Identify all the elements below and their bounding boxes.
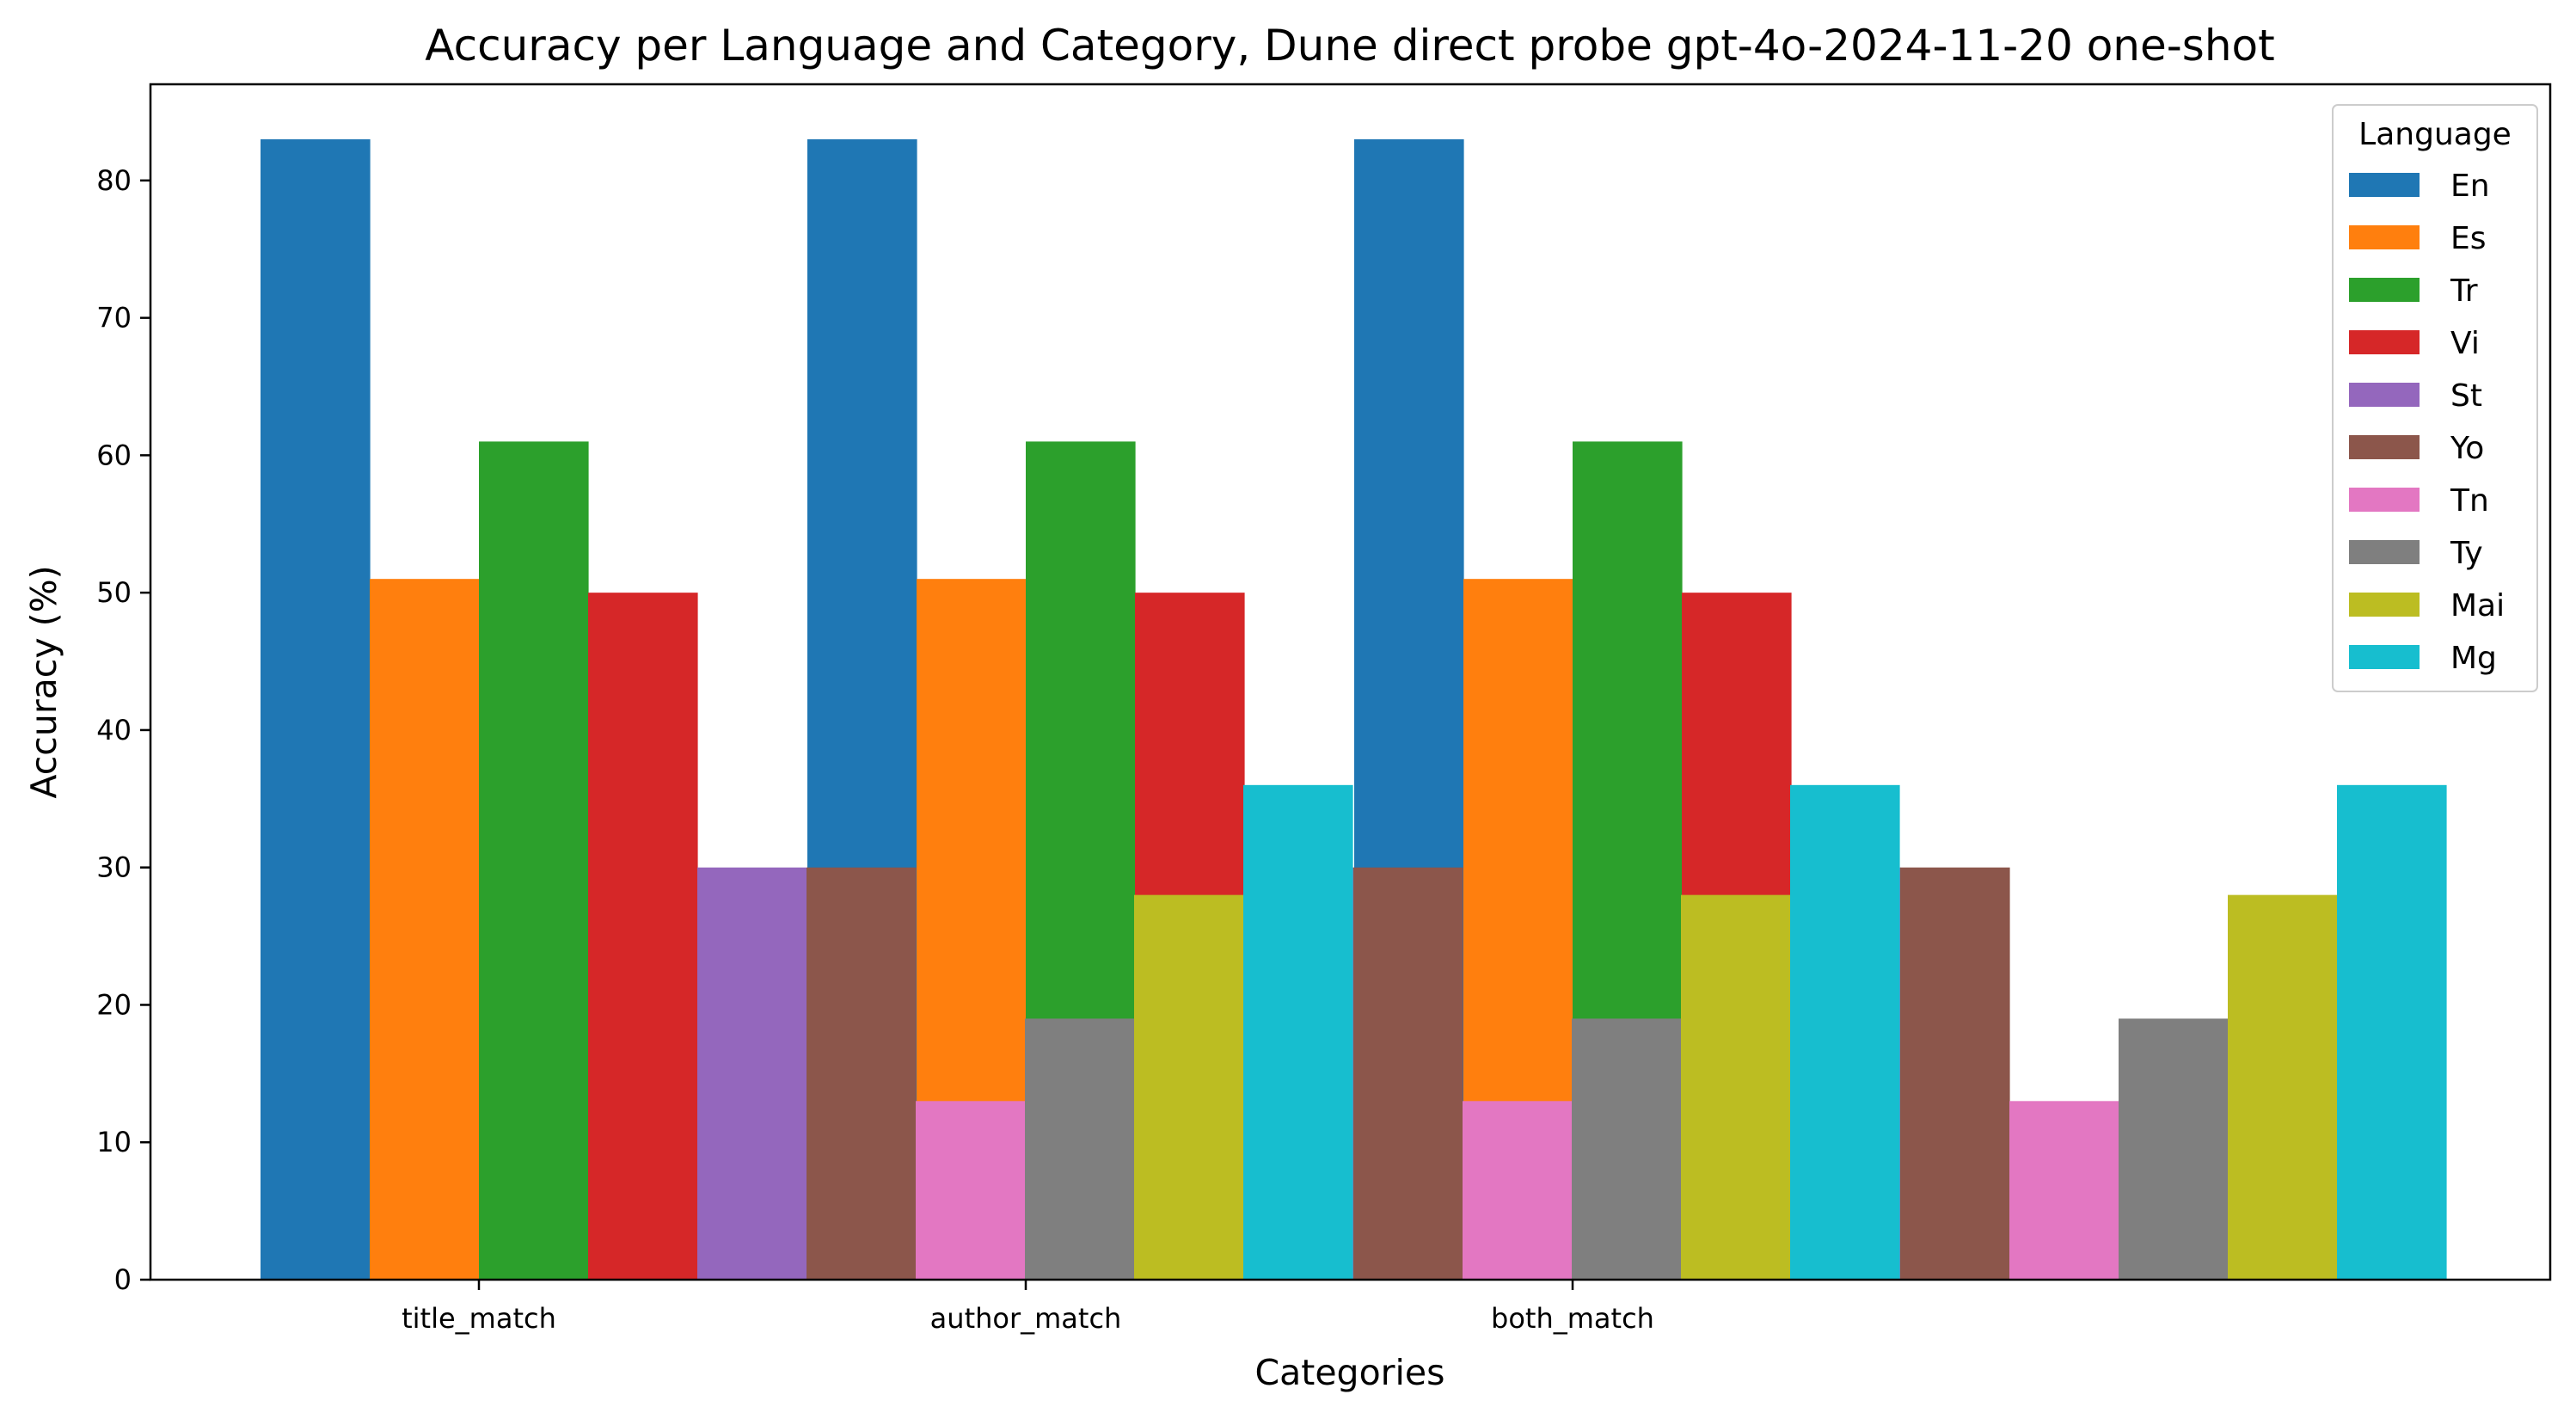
legend-label-vi: Vi <box>2450 326 2480 361</box>
legend-label-yo: Yo <box>2450 431 2484 466</box>
legend-label-mg: Mg <box>2450 641 2497 676</box>
legend-swatch-tr <box>2349 278 2420 302</box>
y-tick-label: 20 <box>96 988 132 1021</box>
legend-swatch-en <box>2349 173 2420 197</box>
bar-mai-author_match <box>1681 894 1791 1280</box>
chart-title: Accuracy per Language and Category, Dune… <box>425 21 2274 71</box>
x-tick-label: title_match <box>402 1302 556 1335</box>
legend-label-tr: Tr <box>2450 273 2478 309</box>
bar-yo-title_match <box>807 867 917 1280</box>
bar-tn-title_match <box>916 1101 1026 1280</box>
y-tick-label: 30 <box>96 851 132 884</box>
y-tick-label: 50 <box>96 576 132 609</box>
legend-swatch-tn <box>2349 488 2420 512</box>
legend-label-es: Es <box>2450 221 2487 256</box>
legend-swatch-yo <box>2349 435 2420 459</box>
y-tick-label: 40 <box>96 714 132 746</box>
legend-swatch-mai <box>2349 593 2420 617</box>
legend-title: Language <box>2358 117 2512 152</box>
legend-swatch-st <box>2349 383 2420 407</box>
bar-yo-both_match <box>1900 867 2010 1280</box>
x-tick-label: author_match <box>930 1302 1122 1335</box>
bar-tn-author_match <box>1463 1101 1573 1280</box>
legend-label-en: En <box>2450 169 2490 204</box>
y-axis-title: Accuracy (%) <box>23 565 64 798</box>
bar-ty-author_match <box>1572 1018 1682 1280</box>
y-axis: 0 10 20 30 40 50 60 70 80 <box>96 164 150 1296</box>
bar-mai-title_match <box>1134 894 1244 1280</box>
bar-tr-title_match <box>479 441 589 1280</box>
bar-yo-author_match <box>1353 867 1463 1280</box>
legend-label-tn: Tn <box>2450 483 2489 519</box>
y-tick-label: 70 <box>96 302 132 335</box>
bar-mg-both_match <box>2337 784 2447 1280</box>
bars-layer <box>261 138 2447 1280</box>
legend-label-st: St <box>2450 378 2482 414</box>
bar-mg-author_match <box>1790 784 1900 1280</box>
bar-mg-title_match <box>1243 784 1353 1280</box>
bar-en-title_match <box>261 138 371 1280</box>
legend: Language En Es Tr Vi St Yo Tn Ty Mai Mg <box>2332 104 2538 692</box>
bar-mai-both_match <box>2228 894 2338 1280</box>
legend-swatch-vi <box>2349 330 2420 354</box>
y-tick-label: 60 <box>96 439 132 471</box>
x-axis: title_match author_match both_match <box>402 1280 1654 1335</box>
y-tick-label: 0 <box>114 1263 132 1296</box>
legend-swatch-mg <box>2349 645 2420 669</box>
x-axis-title: Categories <box>1255 1352 1445 1393</box>
legend-swatch-es <box>2349 225 2420 249</box>
plot-frame <box>149 83 2552 1281</box>
legend-label-mai: Mai <box>2450 588 2505 624</box>
bar-ty-title_match <box>1025 1018 1135 1280</box>
bar-es-title_match <box>370 579 480 1280</box>
bar-st-title_match <box>697 867 807 1280</box>
y-tick-label: 10 <box>96 1126 132 1158</box>
x-tick-label: both_match <box>1491 1302 1654 1335</box>
legend-swatch-ty <box>2349 540 2420 564</box>
legend-label-ty: Ty <box>2450 536 2483 571</box>
bar-ty-both_match <box>2119 1018 2229 1280</box>
y-tick-label: 80 <box>96 164 132 197</box>
bar-vi-title_match <box>588 593 698 1280</box>
bar-tn-both_match <box>2009 1101 2119 1280</box>
